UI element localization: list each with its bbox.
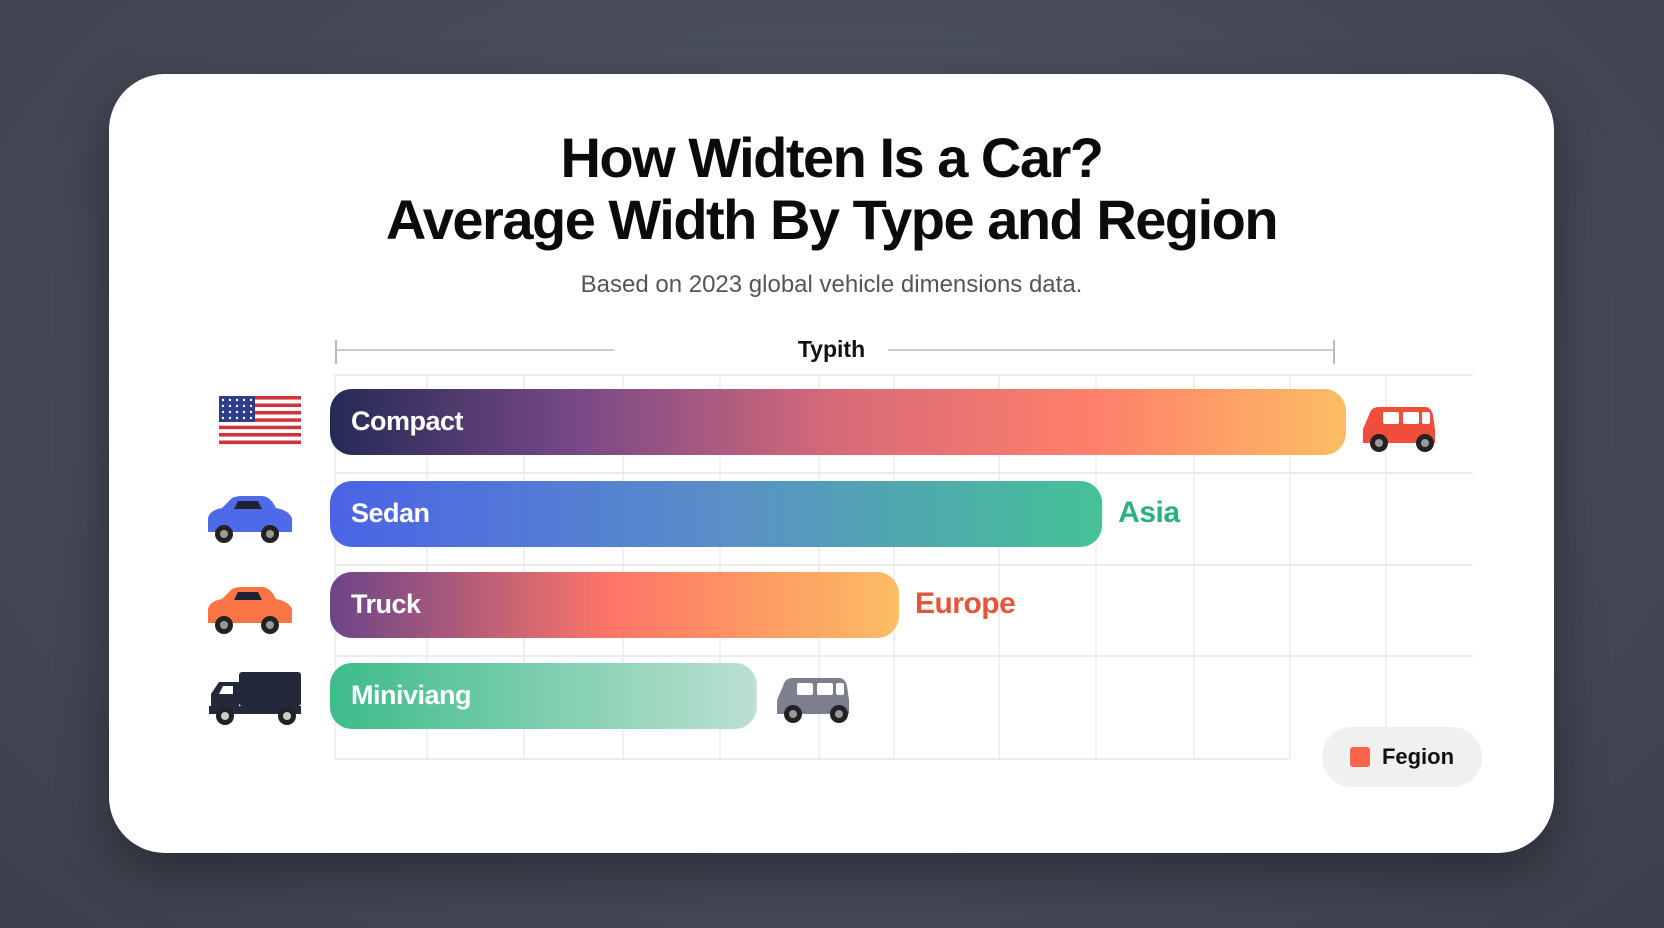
- bar-miniviang: [330, 663, 757, 729]
- orange-car-icon: [208, 587, 292, 634]
- delivery-truck-icon: [209, 672, 301, 725]
- legend: Fegion: [1322, 727, 1482, 787]
- gray-minivan-icon: [777, 678, 849, 723]
- us-flag-icon: [219, 396, 301, 445]
- bar-label: Compact: [351, 406, 464, 436]
- bar-compact: [330, 389, 1346, 455]
- region-label: Europe: [914, 587, 1016, 620]
- chart-title-line-2: Average Width By Type and Region: [385, 188, 1279, 251]
- red-suv-icon: [1363, 407, 1435, 452]
- bar-truck: [330, 572, 899, 638]
- bar-label: Miniviang: [351, 680, 472, 710]
- chart-card: How Widten Is a Car? Average Width By Ty…: [109, 74, 1554, 853]
- region-label: Asia: [1118, 496, 1180, 529]
- legend-label: Fegion: [1381, 744, 1455, 769]
- chart-subtitle: Based on 2023 global vehicle dimensions …: [580, 271, 1083, 298]
- chart-plot: [208, 340, 1473, 760]
- bar-label: Sedan: [351, 498, 430, 528]
- blue-sedan-icon: [208, 496, 292, 543]
- chart-title-line-1: How Widten Is a Car?: [560, 126, 1104, 189]
- bar-sedan: [330, 481, 1103, 547]
- legend-swatch: [1349, 747, 1370, 767]
- axis-title: Typith: [797, 336, 866, 362]
- bar-label: Truck: [351, 589, 421, 619]
